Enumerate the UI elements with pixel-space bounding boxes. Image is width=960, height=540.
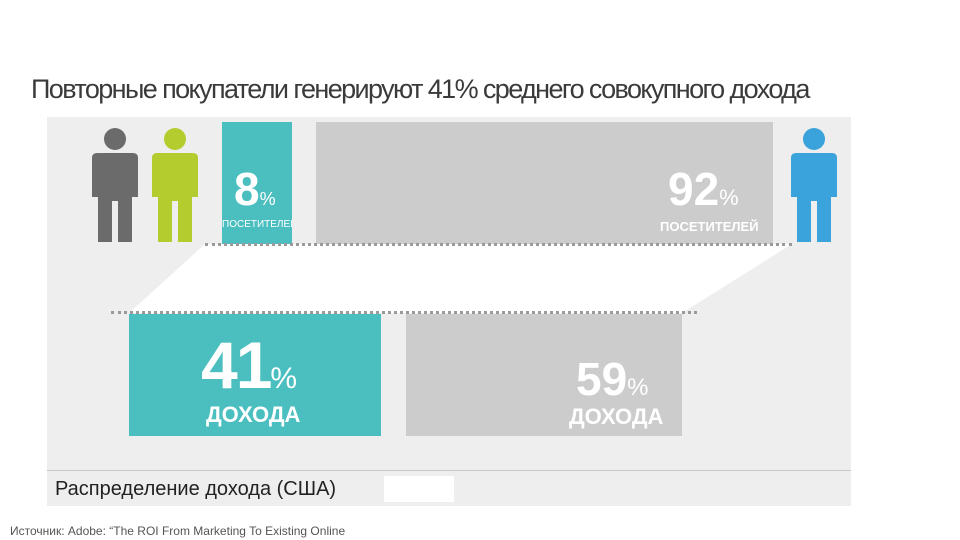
person-icon xyxy=(92,128,138,242)
visitors-other-unit: % xyxy=(719,185,739,210)
footer-blank-box xyxy=(384,476,454,502)
footer-divider xyxy=(47,470,851,471)
revenue-other-label: ДОХОДА xyxy=(569,404,664,429)
dotted-line-bottom xyxy=(111,311,697,314)
dotted-line-top xyxy=(205,243,792,246)
visitors-repeat-unit: % xyxy=(259,189,276,209)
visitors-other-label: ПОСЕТИТЕЛЕЙ xyxy=(660,219,759,234)
slide-title: Повторные покупатели генерируют 41% сред… xyxy=(31,74,810,104)
visitors-other-value: 92% xyxy=(668,163,739,215)
revenue-repeat-box: 41% ДОХОДА xyxy=(129,314,381,436)
person-icon xyxy=(152,128,198,242)
funnel-repeat xyxy=(129,244,402,313)
revenue-repeat-value: 41% xyxy=(201,328,298,402)
visitors-other-box: 92% ПОСЕТИТЕЛЕЙ xyxy=(316,122,773,244)
footer-caption: Распределение дохода (США) xyxy=(55,478,337,500)
person-icon xyxy=(791,128,837,242)
visitors-repeat-value: 8% xyxy=(234,163,276,215)
visitors-repeat-label: ПОСЕТИТЕЛЕЙ xyxy=(222,219,292,230)
funnel-other xyxy=(313,244,792,313)
revenue-repeat-label: ДОХОДА xyxy=(206,402,301,427)
source-note: Источник: Adobe: “The ROI From Marketing… xyxy=(10,524,346,538)
revenue-other-value: 59% xyxy=(576,353,649,405)
revenue-other-unit: % xyxy=(627,374,649,401)
visitors-repeat-box: 8% ПОСЕТИТЕЛЕЙ xyxy=(222,122,292,244)
revenue-repeat-unit: % xyxy=(270,362,298,395)
revenue-other-box: 59% ДОХОДА xyxy=(406,314,682,436)
